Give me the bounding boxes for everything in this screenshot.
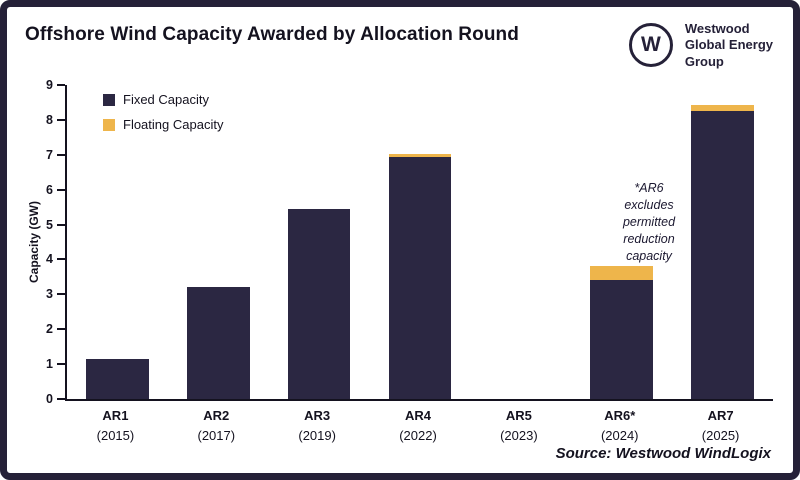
- chart-title: Offshore Wind Capacity Awarded by Alloca…: [25, 24, 519, 45]
- x-tick-year: (2017): [197, 427, 236, 443]
- logo-line-1: Westwood: [684, 21, 750, 36]
- bar-segment-ar3-fixed: [287, 208, 351, 399]
- bar-segment-ar2-fixed: [187, 287, 250, 399]
- x-tick-year: (2022): [399, 427, 437, 443]
- logo-wordmark: Westwood Global Energy Group: [685, 21, 773, 70]
- x-tick-round: AR1: [102, 408, 129, 423]
- bar-segment-ar1-fixed: [86, 358, 149, 399]
- x-tick-label-ar1: AR1 (2015): [65, 406, 166, 445]
- bar-segment-ar4-floating: [388, 154, 452, 157]
- bar-segment-ar7-fixed: [691, 111, 754, 399]
- bar-ar3: [287, 85, 351, 399]
- bar-ar4: [388, 85, 452, 399]
- y-tick-label-6: 6: [46, 182, 53, 197]
- x-tick-round: AR5: [505, 408, 532, 423]
- ar6-annotation: *AR6 excludes permitted reduction capaci…: [622, 181, 676, 263]
- bar-slot-ar7: [672, 85, 773, 399]
- y-tick-label-2: 2: [46, 322, 53, 337]
- x-tick-label-ar2: AR2 (2017): [166, 406, 267, 445]
- y-tick-mark: [57, 328, 65, 331]
- bar-slot-ar1: [67, 85, 168, 399]
- y-tick-label-3: 3: [46, 287, 53, 302]
- y-tick-mark: [57, 293, 65, 296]
- x-axis-labels: AR1 (2015) AR2 (2017) AR3 (2019) AR4 (2022) AR5 (…: [65, 406, 771, 445]
- source-credit: Source: Westwood WindLogix: [555, 445, 771, 462]
- legend-label-fixed-capacity: Fixed Capacity: [123, 92, 209, 107]
- x-tick-round: AR2: [203, 408, 230, 423]
- y-tick-label-0: 0: [46, 392, 53, 406]
- bars: [67, 85, 773, 399]
- y-tick-mark: [57, 188, 65, 191]
- bar-ar6: [590, 85, 653, 399]
- y-tick-mark: [57, 258, 65, 261]
- x-tick-year: (2015): [96, 427, 135, 443]
- x-tick-round: AR6*: [604, 408, 636, 423]
- x-tick-year: (2025): [701, 427, 740, 443]
- bar-slot-ar5: [470, 85, 571, 399]
- bar-segment-ar6-floating: [590, 266, 653, 281]
- y-tick-label-5: 5: [46, 217, 53, 232]
- bar-ar5: [490, 85, 553, 399]
- x-tick-year: (2019): [298, 427, 336, 443]
- bar-segment-ar6-fixed: [590, 280, 653, 399]
- x-tick-year: (2023): [500, 427, 538, 443]
- plot-area: Fixed Capacity Floating Capacity *AR6 ex…: [46, 78, 773, 406]
- legend-swatch-fixed-capacity: [103, 93, 115, 106]
- legend-item-floating-capacity: Floating Capacity: [103, 117, 223, 132]
- y-tick-mark: [57, 153, 65, 156]
- bar-ar7: [691, 85, 754, 399]
- bar-slot-ar4: [370, 85, 471, 399]
- y-tick-label-4: 4: [46, 252, 53, 267]
- y-tick-mark: [57, 363, 65, 366]
- bar-ar1: [86, 85, 149, 399]
- bar-slot-ar3: [269, 85, 370, 399]
- legend-item-fixed-capacity: Fixed Capacity: [103, 92, 223, 107]
- x-tick-label-ar4: AR4 (2022): [368, 406, 469, 445]
- logo-line-3: Group: [684, 53, 724, 69]
- y-tick-mark: [57, 84, 65, 86]
- y-tick-label-1: 1: [46, 357, 53, 372]
- x-tick-label-ar3: AR3 (2019): [267, 406, 368, 445]
- bar-ar2: [187, 85, 250, 399]
- x-tick-round: AR3: [304, 408, 331, 423]
- bar-slot-ar6: [571, 85, 672, 399]
- logo-line-2: Global Energy: [684, 37, 773, 53]
- logo-monogram: W: [640, 33, 661, 57]
- x-tick-label-ar5: AR5 (2023): [468, 406, 569, 445]
- y-tick-mark: [57, 398, 65, 400]
- y-tick-label-7: 7: [46, 147, 53, 162]
- x-tick-label-ar6: AR6* (2024): [569, 406, 670, 445]
- legend-swatch-floating-capacity: [103, 118, 115, 131]
- x-tick-round: AR4: [405, 408, 432, 423]
- y-tick-label-8: 8: [46, 112, 53, 127]
- westwood-logo: W Westwood Global Energy Group: [628, 21, 773, 70]
- y-tick-mark: [57, 118, 65, 121]
- bar-segment-ar4-fixed: [388, 156, 452, 399]
- legend-label-floating-capacity: Floating Capacity: [123, 117, 224, 132]
- x-tick-label-ar7: AR7 (2025): [670, 406, 771, 445]
- bar-segment-ar7-floating: [691, 104, 754, 112]
- y-axis-title: Capacity (GW): [27, 200, 41, 284]
- x-tick-round: AR7: [707, 408, 734, 423]
- westwood-monogram-icon: W: [628, 23, 673, 68]
- y-tick-label-9: 9: [46, 78, 53, 92]
- y-tick-mark: [57, 223, 65, 226]
- x-tick-year: (2024): [600, 427, 639, 443]
- legend: Fixed Capacity Floating Capacity: [103, 92, 223, 132]
- bar-slot-ar2: [168, 85, 269, 399]
